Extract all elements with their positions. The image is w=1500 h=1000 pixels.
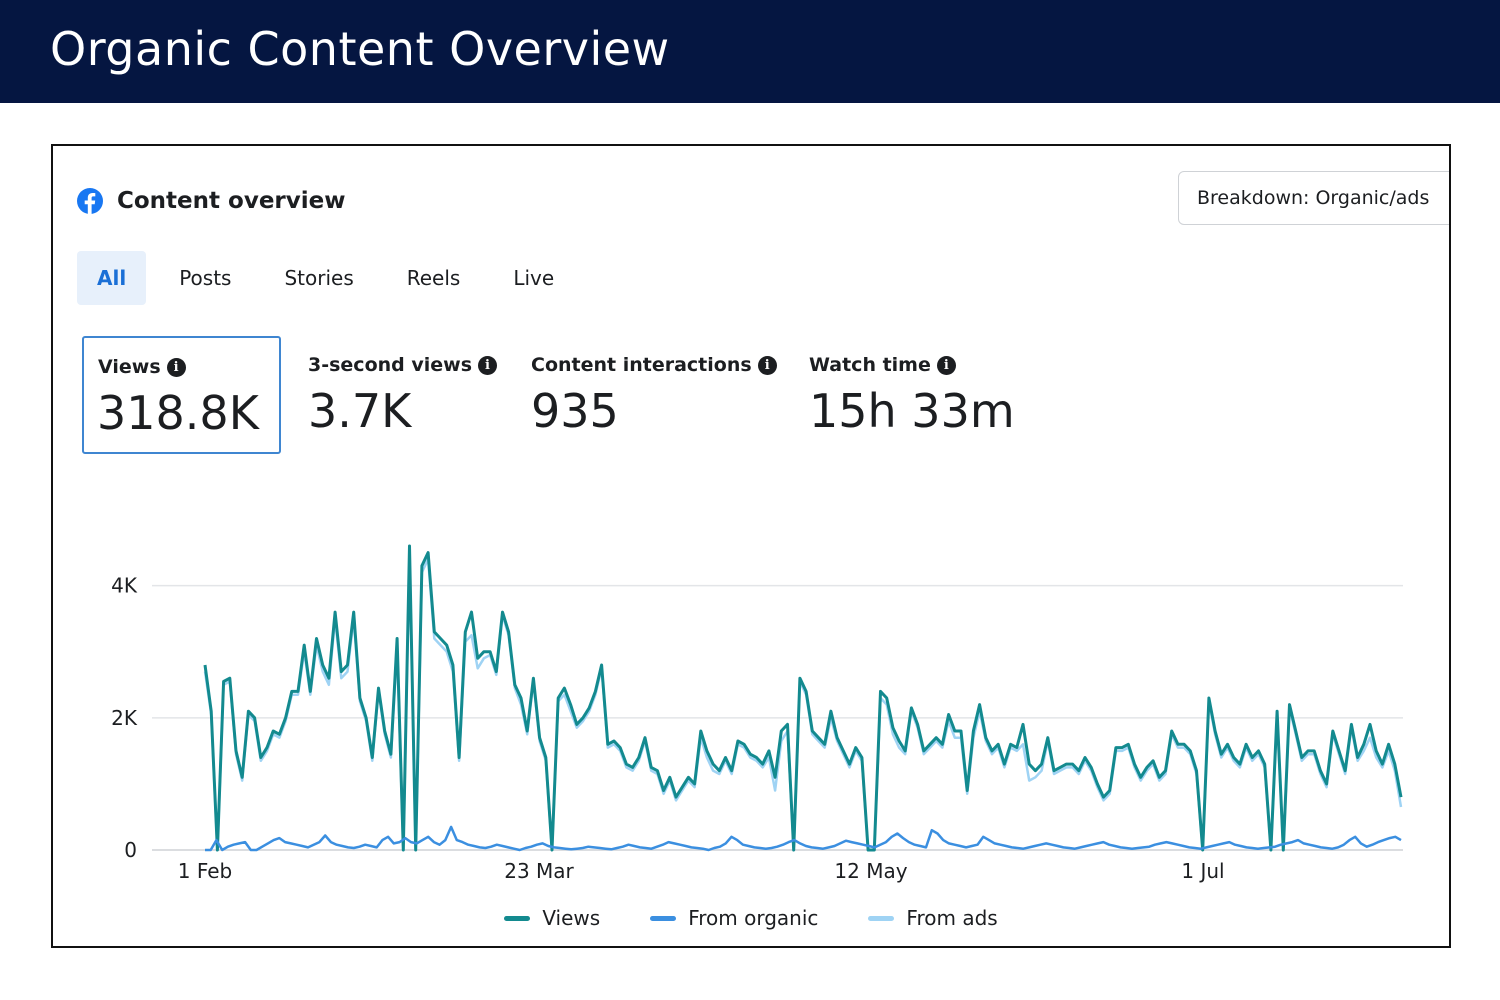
series-from-ads-line bbox=[203, 551, 1403, 852]
metric-label: Watch time i bbox=[809, 354, 956, 376]
y-tick-label: 4K bbox=[111, 574, 138, 598]
legend-label: From organic bbox=[688, 906, 819, 930]
card-header: Content overview bbox=[77, 186, 345, 216]
metric-card-watch-time[interactable]: Watch time i 15h 33m bbox=[797, 336, 1037, 454]
tab-stories[interactable]: Stories bbox=[284, 266, 354, 290]
x-tick-label: 1 Jul bbox=[1181, 859, 1224, 883]
content-type-tabs: All Posts Stories Reels Live bbox=[77, 251, 587, 305]
legend-swatch bbox=[650, 915, 677, 921]
tab-live[interactable]: Live bbox=[513, 266, 555, 290]
metric-label: Views i bbox=[98, 356, 186, 378]
legend-item-from-ads[interactable]: From ads bbox=[868, 906, 998, 930]
tab-posts[interactable]: Posts bbox=[179, 266, 232, 290]
breakdown-dropdown-button[interactable]: Breakdown: Organic/ads bbox=[1178, 171, 1449, 225]
card-title: Content overview bbox=[117, 188, 346, 214]
metric-label: Content interactions i bbox=[531, 354, 777, 376]
tab-reels[interactable]: Reels bbox=[406, 266, 461, 290]
tab-all[interactable]: All bbox=[77, 251, 147, 305]
metric-label-text: 3-second views bbox=[308, 354, 473, 376]
x-tick-label: 23 Mar bbox=[504, 859, 574, 883]
legend-item-from-organic[interactable]: From organic bbox=[650, 906, 818, 930]
facebook-logo-icon bbox=[77, 188, 103, 214]
y-tick-label: 0 bbox=[124, 838, 137, 862]
legend-label: Views bbox=[542, 906, 601, 930]
content-overview-card: Content overview Breakdown: Organic/ads … bbox=[51, 144, 1451, 948]
series-from-organic-line bbox=[205, 825, 1402, 852]
page-banner: Organic Content Overview bbox=[0, 0, 1500, 103]
metric-value: 3.7K bbox=[308, 384, 412, 438]
chart-legend: Views From organic From ads bbox=[53, 906, 1449, 930]
metric-label: 3-second views i bbox=[308, 354, 498, 376]
metric-card-content-interactions[interactable]: Content interactions i 935 bbox=[519, 336, 779, 454]
views-line-chart: 0 2K 4K 1 Feb 23 Mar 12 May 1 Jul bbox=[111, 544, 1403, 883]
info-icon[interactable]: i bbox=[757, 355, 777, 375]
legend-item-views[interactable]: Views bbox=[504, 906, 600, 930]
metric-value: 318.8K bbox=[97, 386, 259, 440]
metric-value: 935 bbox=[531, 384, 619, 438]
x-tick-label: 12 May bbox=[834, 859, 907, 883]
page-title: Organic Content Overview bbox=[50, 22, 670, 76]
x-tick-label: 1 Feb bbox=[178, 859, 233, 883]
info-icon[interactable]: i bbox=[166, 357, 186, 377]
legend-swatch bbox=[868, 915, 895, 921]
legend-swatch bbox=[504, 915, 531, 921]
metric-label-text: Watch time bbox=[809, 354, 931, 376]
info-icon[interactable]: i bbox=[936, 355, 956, 375]
y-tick-label: 2K bbox=[111, 706, 138, 730]
metric-value: 15h 33m bbox=[809, 384, 1015, 438]
metric-label-text: Content interactions bbox=[531, 354, 752, 376]
metric-label-text: Views bbox=[98, 356, 161, 378]
metric-card-views[interactable]: Views i 318.8K bbox=[82, 336, 281, 454]
metric-card-3-second-views[interactable]: 3-second views i 3.7K bbox=[296, 336, 506, 454]
legend-label: From ads bbox=[906, 906, 998, 930]
series-views-line bbox=[203, 544, 1403, 852]
info-icon[interactable]: i bbox=[478, 355, 498, 375]
